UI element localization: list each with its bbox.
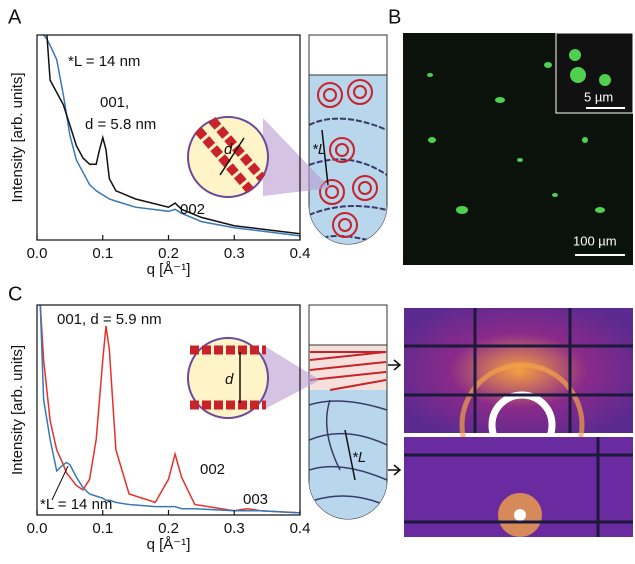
x-tick-label: 0.4 — [290, 245, 311, 262]
x-tick-label: 0.0 — [27, 520, 48, 537]
schematic-label: d — [225, 371, 234, 388]
scale-bar-label: 5 µm — [584, 89, 613, 104]
annotation: 002 — [180, 201, 205, 218]
x-tick-label: 0.1 — [92, 520, 113, 537]
x-tick-label: 0.3 — [224, 245, 245, 262]
y-axis-label: Intensity [arb. units] — [9, 72, 26, 202]
plot-frame — [37, 305, 300, 515]
scale-bar-label: 100 µm — [573, 233, 617, 248]
figure: A B C d *L 5 — [0, 0, 635, 564]
schematic-label: *L — [352, 449, 366, 466]
annotation: *L = 14 nm — [40, 496, 112, 513]
annotation: 003 — [243, 491, 268, 508]
annotation: 001, d = 5.9 nm — [57, 311, 162, 328]
x-tick-label: 0.3 — [224, 520, 245, 537]
x-axis-label: q [Å⁻¹] — [147, 261, 191, 278]
micrograph: 5 µm 100 µm — [403, 33, 633, 265]
panel-label: B — [388, 6, 401, 28]
annotation: d = 5.8 nm — [85, 116, 156, 133]
x-tick-label: 0.1 — [92, 245, 113, 262]
panel-label: C — [8, 283, 22, 305]
x-tick-label: 0.2 — [158, 245, 179, 262]
schematic-c: d *L — [188, 305, 400, 525]
xray-images — [404, 308, 633, 537]
annotation: 002 — [200, 461, 225, 478]
x-axis-label: q [Å⁻¹] — [147, 536, 191, 553]
annotation: *L = 14 nm — [68, 53, 140, 70]
annotation-arrow — [52, 466, 68, 500]
data-line — [40, 305, 300, 513]
x-tick-label: 0.4 — [290, 520, 311, 537]
x-tick-label: 0.0 — [27, 245, 48, 262]
schematic-label: d — [224, 141, 233, 158]
y-axis-label: Intensity [arb. units] — [9, 345, 26, 475]
annotation: 001, — [100, 94, 129, 111]
panel-label: A — [8, 6, 22, 28]
schematic-label: *L — [312, 141, 326, 158]
x-tick-label: 0.2 — [158, 520, 179, 537]
